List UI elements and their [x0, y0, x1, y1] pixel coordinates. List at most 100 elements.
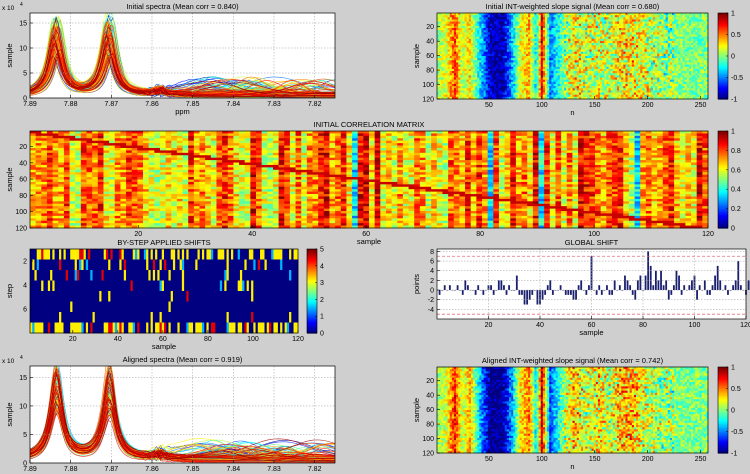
heat-cell: [437, 45, 440, 48]
heat-cell: [602, 49, 605, 53]
heat-cell: [551, 51, 554, 55]
heat-cell: [640, 34, 643, 38]
heat-cell: [636, 17, 639, 20]
heat-cell: [477, 19, 480, 22]
heat-cell: [705, 17, 709, 20]
heat-cell: [464, 47, 468, 50]
heat-cell: [665, 36, 669, 40]
heat-cell: [612, 28, 616, 31]
heat-cell: [517, 38, 520, 42]
heat-cell: [627, 34, 631, 38]
heat-cell: [511, 25, 514, 29]
y-exponent-power: 4: [20, 2, 23, 8]
heat-cell: [682, 23, 686, 27]
heat-cell: [485, 36, 489, 40]
heat-cell: [464, 40, 468, 44]
heat-cell: [475, 38, 478, 42]
heat-cell: [447, 32, 451, 35]
heat-cell: [667, 30, 671, 33]
heat-cell: [574, 28, 578, 31]
heat-cell: [568, 13, 571, 16]
heat-cell: [555, 32, 559, 35]
heat-cell: [506, 21, 510, 25]
heat-cell: [678, 43, 681, 46]
heat-cell: [506, 15, 510, 18]
heat-cell: [519, 51, 523, 55]
heat-cell: [504, 43, 508, 46]
heat-cell: [676, 43, 679, 46]
heat-cell: [544, 38, 548, 42]
heat-cell: [703, 38, 707, 42]
heat-cell: [703, 47, 707, 50]
heat-cell: [572, 15, 576, 18]
heat-cell: [553, 49, 556, 53]
heat-cell: [691, 30, 694, 33]
heat-cell: [691, 13, 694, 16]
heat-cell: [638, 38, 641, 42]
heat-cell: [593, 34, 597, 38]
heat-cell: [487, 15, 491, 18]
heat-cell: [540, 21, 544, 25]
heat-cell: [511, 15, 514, 18]
heat-cell: [640, 47, 643, 50]
heat-cell: [519, 13, 523, 16]
heat-cell: [517, 36, 520, 40]
heat-cell: [496, 17, 499, 20]
heat-cell: [568, 36, 571, 40]
heat-cell: [468, 21, 472, 25]
heat-cell: [648, 40, 652, 44]
heat-cell: [580, 34, 584, 38]
heat-cell: [536, 23, 540, 27]
heat-cell: [470, 40, 474, 44]
heat-cell: [523, 30, 527, 33]
heat-cell: [597, 19, 601, 22]
heat-cell: [669, 43, 673, 46]
heat-cell: [676, 28, 679, 31]
heat-cell: [485, 13, 489, 16]
heat-cell: [443, 13, 446, 16]
heat-cell: [595, 17, 599, 20]
heat-cell: [475, 43, 478, 46]
heat-cell: [557, 47, 561, 50]
heat-cell: [691, 36, 694, 40]
heat-cell: [462, 36, 465, 40]
heat-cell: [487, 34, 491, 38]
heat-cell: [640, 28, 643, 31]
heat-cell: [638, 43, 641, 46]
heat-cell: [614, 34, 618, 38]
heat-cell: [538, 32, 542, 35]
heat-cell: [610, 49, 614, 53]
heat-cell: [521, 45, 525, 48]
heat-cell: [580, 47, 584, 50]
heat-cell: [568, 15, 571, 18]
heat-cell: [489, 40, 493, 44]
heat-cell: [680, 43, 683, 46]
heat-cell: [585, 38, 588, 42]
heat-cell: [481, 21, 484, 25]
heat-cell: [682, 13, 686, 16]
heat-cell: [456, 23, 459, 27]
heat-cell: [472, 36, 476, 40]
heat-cell: [557, 21, 561, 25]
heat-cell: [636, 38, 639, 42]
heat-cell: [504, 36, 508, 40]
heat-cell: [559, 28, 563, 31]
heat-cell: [663, 25, 667, 29]
heat-cell: [672, 23, 675, 27]
heat-cell: [453, 15, 457, 18]
heat-cell: [629, 45, 633, 48]
heat-cell: [561, 45, 565, 48]
heat-cell: [458, 36, 461, 40]
heat-cell: [661, 19, 664, 22]
heat-cell: [508, 21, 512, 25]
heat-cell: [593, 23, 597, 27]
heat-cell: [557, 38, 561, 42]
heat-cell: [583, 43, 586, 46]
heat-cell: [593, 32, 597, 35]
heat-cell: [644, 28, 648, 31]
heat-cell: [623, 17, 626, 20]
heat-cell: [684, 30, 688, 33]
heat-cell: [570, 23, 573, 27]
x-tick-label: 7.88: [64, 101, 78, 108]
heat-cell: [498, 17, 501, 20]
